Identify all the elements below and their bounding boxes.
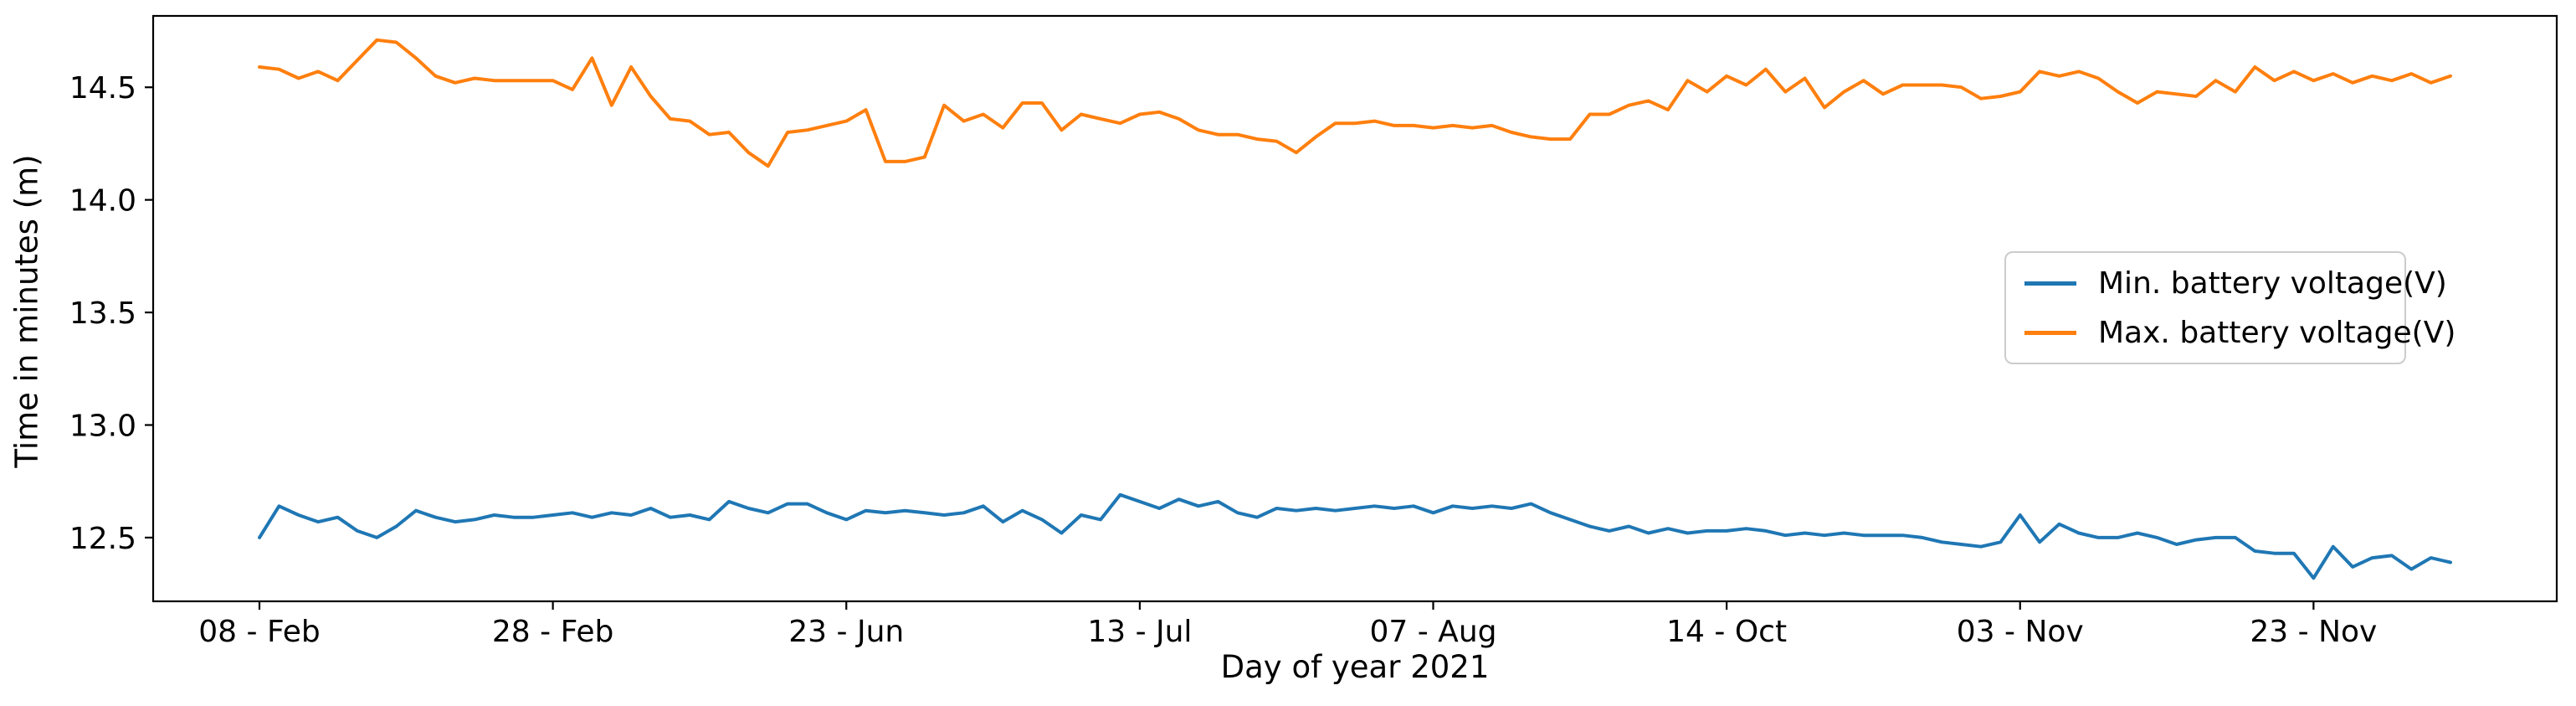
x-axis-ticks: 08 - Feb 28 - Feb 23 - Jun 13 - Jul 07 - Aug… <box>198 601 2377 649</box>
x-tick-label: 23 - Jun <box>788 615 904 649</box>
max-battery-voltage-line <box>258 38 2452 168</box>
legend-label-max: Max. battery voltage(V) <box>2098 315 2456 350</box>
x-tick-label: 07 - Aug <box>1370 615 1497 649</box>
legend-entry-min: Min. battery voltage(V) <box>2024 266 2447 301</box>
x-axis-label: Day of year 2021 <box>1220 649 1490 685</box>
y-axis-label: Time in minutes (m) <box>8 154 45 468</box>
y-tick-label: 14.0 <box>69 184 136 219</box>
min-battery-voltage-line <box>258 492 2452 580</box>
x-tick-label: 13 - Jul <box>1087 615 1192 649</box>
x-tick-label: 03 - Nov <box>1957 615 2084 649</box>
x-tick-label: 14 - Oct <box>1666 615 1787 649</box>
legend-entry-max: Max. battery voltage(V) <box>2024 316 2455 350</box>
legend: Min. battery voltage(V) Max. battery vol… <box>2004 251 2455 364</box>
min-series-line-sample <box>2024 281 2076 286</box>
plot-border <box>151 14 2558 603</box>
y-tick-label: 13.5 <box>69 296 136 331</box>
y-tick-label: 12.5 <box>69 522 136 556</box>
max-series-line-sample <box>2024 330 2076 335</box>
x-tick-label: 23 - Nov <box>2250 615 2377 649</box>
y-tick-label: 14.5 <box>69 71 136 106</box>
x-tick-label: 28 - Feb <box>492 615 613 649</box>
x-tick-label: 08 - Feb <box>198 615 320 649</box>
y-tick-label: 13.0 <box>69 409 136 443</box>
y-axis-ticks: 12.5 13.0 13.5 14.0 14.5 <box>69 71 153 556</box>
series-lines <box>258 38 2452 580</box>
legend-label-min: Min. battery voltage(V) <box>2098 265 2447 301</box>
